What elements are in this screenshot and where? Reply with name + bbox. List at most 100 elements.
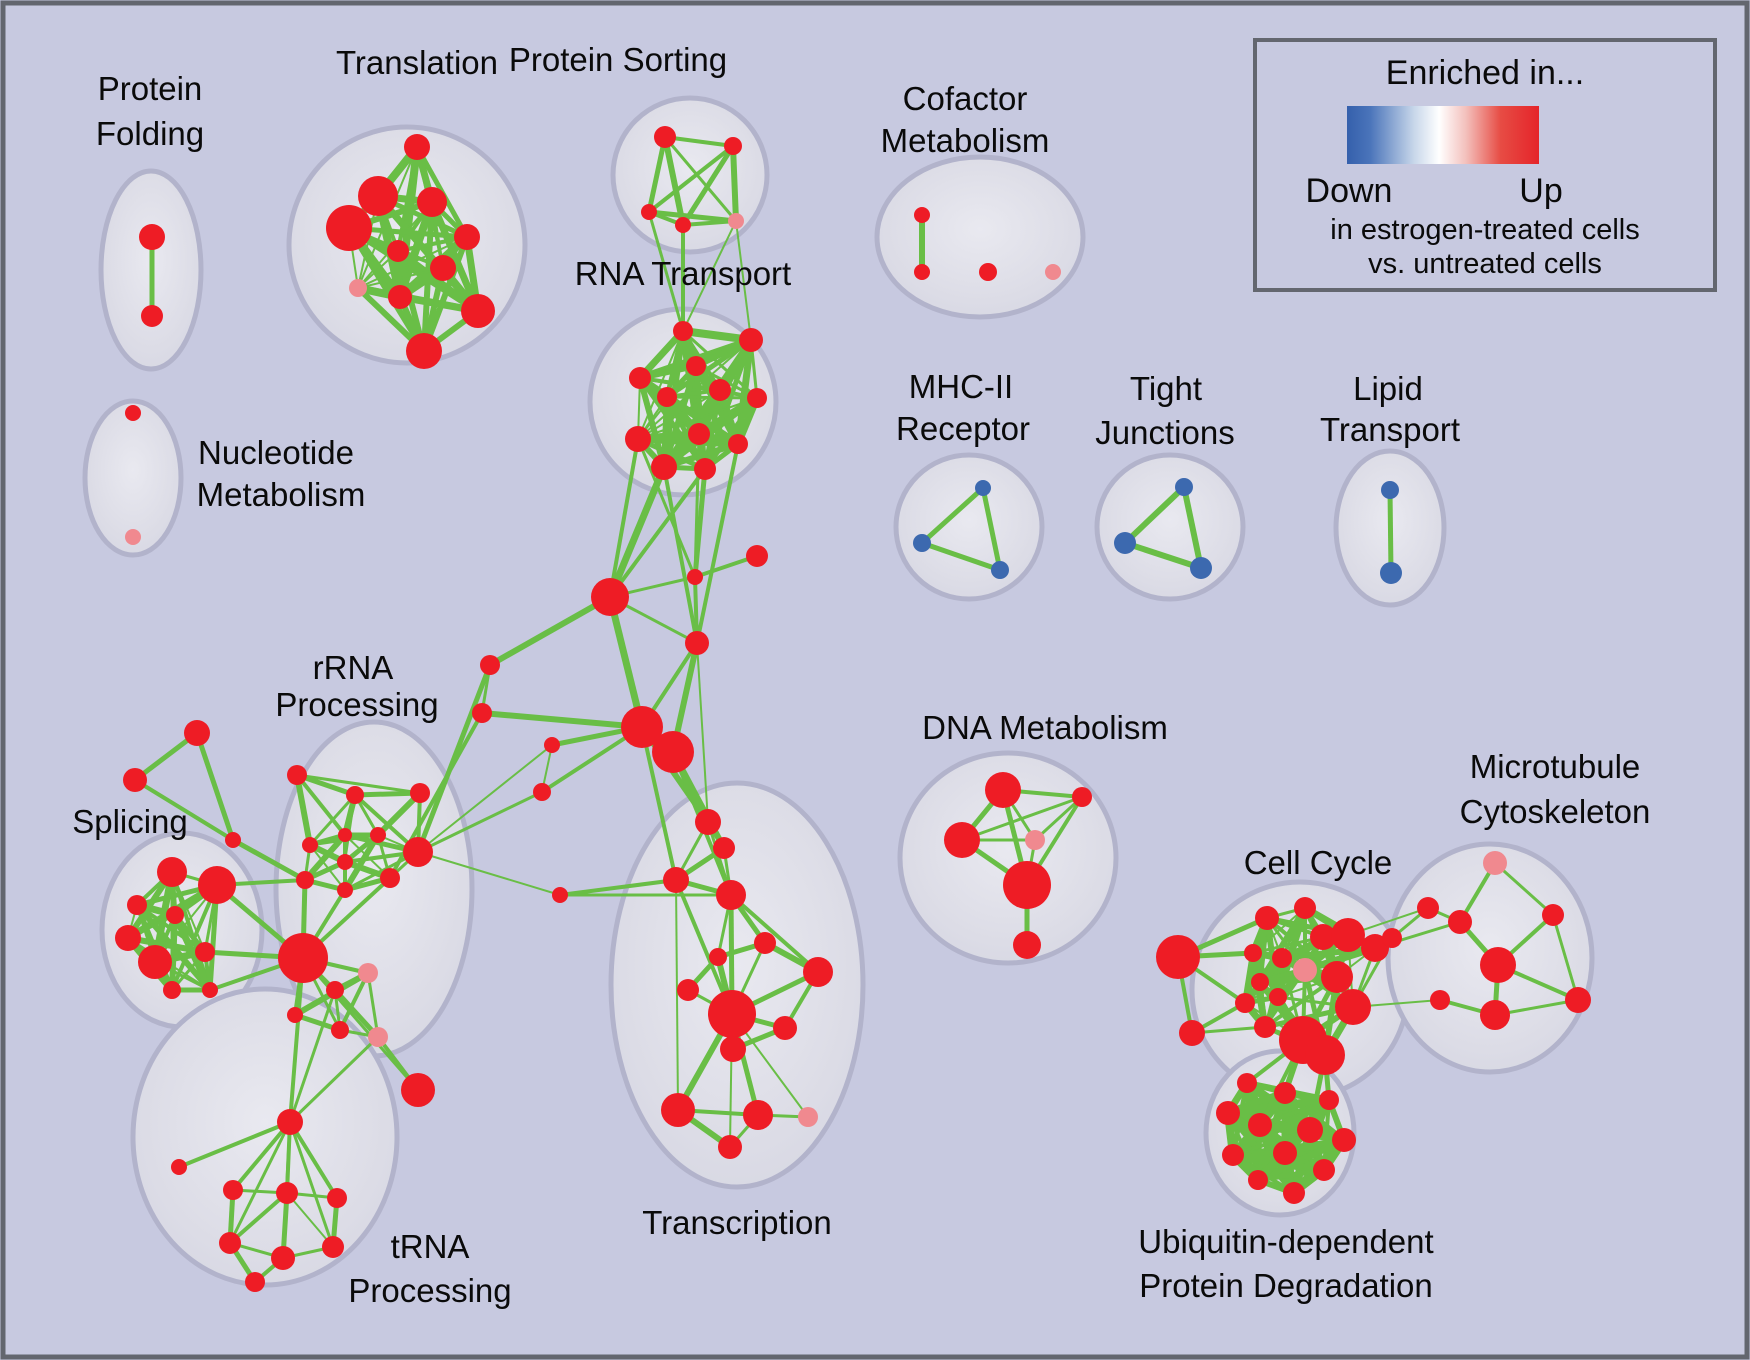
gene-set-node-trn-2 xyxy=(276,1182,298,1204)
gene-set-node-ub-10 xyxy=(1313,1159,1335,1181)
cluster-label-tj-0: Tight xyxy=(1130,370,1202,407)
gene-set-node-cm-1 xyxy=(914,264,930,280)
cluster-label-mt-1: Cytoskeleton xyxy=(1460,793,1651,830)
gene-set-node-tr-2 xyxy=(417,187,447,217)
gene-set-node-mt-4 xyxy=(1480,947,1516,983)
gene-set-node-tr-4 xyxy=(454,224,480,250)
edge-rr xyxy=(338,972,370,1031)
edge-tj xyxy=(1181,486,1204,569)
gene-set-node-free-3 xyxy=(685,631,709,655)
edge-rt xyxy=(637,397,758,440)
edge-rr xyxy=(294,774,313,846)
edge-rr xyxy=(308,793,357,847)
gene-set-node-free-6 xyxy=(544,737,560,753)
edge-ub xyxy=(1227,1095,1330,1118)
connector-edge xyxy=(640,726,678,881)
gene-set-node-sp-0 xyxy=(157,857,187,887)
connector-edge xyxy=(636,438,697,578)
cluster-ps xyxy=(610,95,770,255)
edge-mt xyxy=(1493,861,1555,917)
gene-set-node-cm-3 xyxy=(1045,264,1061,280)
gene-set-node-tx-9 xyxy=(773,1016,797,1040)
cluster-label-lt-1: Transport xyxy=(1320,411,1460,448)
gene-set-node-rt-4 xyxy=(657,387,677,407)
gene-set-node-tx-5 xyxy=(709,948,727,966)
cluster-label-mhc-1: Receptor xyxy=(896,410,1030,447)
gene-set-node-tj-1 xyxy=(1114,532,1136,554)
gene-set-node-rt-6 xyxy=(747,388,767,408)
gene-set-node-rr-8 xyxy=(337,882,353,898)
edge-ps xyxy=(646,136,668,213)
connector-edge xyxy=(288,1035,380,1124)
cluster-trn xyxy=(130,986,400,1288)
edge-tr xyxy=(428,200,482,313)
gene-set-node-cm-2 xyxy=(979,263,997,281)
gene-set-node-trn-0 xyxy=(277,1109,303,1135)
connector-edge xyxy=(693,433,701,578)
edge-rt xyxy=(665,337,753,400)
cluster-label-cm-1: Metabolism xyxy=(881,122,1050,159)
gene-set-node-rt-11 xyxy=(694,458,716,480)
gene-set-node-ub-5 xyxy=(1297,1117,1323,1143)
gene-set-node-rr-1 xyxy=(346,786,364,804)
cluster-label-pf-1: Folding xyxy=(96,115,204,152)
gene-set-node-rt-8 xyxy=(688,423,710,445)
gene-set-node-mhc-0 xyxy=(975,480,991,496)
legend: Enriched in... Down Up in estrogen-treat… xyxy=(1253,38,1717,292)
cluster-tj xyxy=(1094,452,1246,602)
gene-set-node-trn-6 xyxy=(322,1236,344,1258)
gene-set-node-rr-12 xyxy=(358,963,378,983)
gene-set-node-ub-9 xyxy=(1248,1170,1268,1190)
gene-set-node-cc-5 xyxy=(1244,944,1262,962)
edge-trn xyxy=(288,1120,339,1200)
gene-set-node-rt-10 xyxy=(651,454,677,480)
connector-edge xyxy=(608,438,640,598)
connector-edge xyxy=(696,642,709,823)
edge-cc xyxy=(1252,907,1306,954)
legend-caption-line1: in estrogen-treated cells xyxy=(1330,214,1640,246)
edge-tj xyxy=(1122,484,1187,546)
gene-set-node-mt-3 xyxy=(1542,904,1564,926)
connector-edge xyxy=(231,837,307,883)
gene-set-node-ub-7 xyxy=(1222,1144,1244,1166)
gene-set-node-ub-8 xyxy=(1273,1141,1297,1165)
gene-set-node-tx-10 xyxy=(720,1036,746,1062)
edge-rr xyxy=(302,833,348,882)
gene-set-node-rt-9 xyxy=(728,434,748,454)
gene-set-node-free-10 xyxy=(401,1073,435,1107)
gene-set-node-free-1 xyxy=(746,545,768,567)
cluster-label-sp-0: Splicing xyxy=(72,803,188,840)
gene-set-node-tx-6 xyxy=(677,979,699,1001)
gene-set-node-rt-2 xyxy=(629,367,651,389)
gene-set-node-pf-0 xyxy=(139,224,165,250)
cluster-label-trn-1: Processing xyxy=(348,1272,511,1309)
gene-set-node-dm-4 xyxy=(1003,861,1051,909)
gene-set-node-rr-9 xyxy=(380,868,400,888)
gene-set-node-cc-4 xyxy=(1361,934,1389,962)
gene-set-node-rr-4 xyxy=(338,828,352,842)
edge-tx xyxy=(729,893,820,974)
cluster-label-tr-0: Translation xyxy=(336,44,498,81)
gene-set-node-tx-7 xyxy=(803,957,833,987)
edge-rr xyxy=(333,988,380,1039)
gene-set-node-dm-2 xyxy=(944,822,980,858)
gene-set-node-cc-8 xyxy=(1321,961,1353,993)
gene-set-node-sp-6 xyxy=(195,942,215,962)
gene-set-node-rr-10 xyxy=(403,837,433,867)
edge-mt xyxy=(1551,914,1580,1001)
cluster-label-mhc-0: MHC-II xyxy=(909,368,1013,405)
gene-set-node-nm-0 xyxy=(125,405,141,421)
gene-set-node-rr-13 xyxy=(326,981,344,999)
gene-set-node-pf-1 xyxy=(141,305,163,327)
gene-set-node-dm-0 xyxy=(985,772,1021,808)
gene-set-node-free-2 xyxy=(591,578,629,616)
connector-edge xyxy=(178,1120,291,1169)
edge-trn xyxy=(288,1121,335,1248)
gene-set-node-tx-1 xyxy=(713,837,735,859)
connector-edge xyxy=(559,878,677,897)
gene-set-node-ub-3 xyxy=(1216,1101,1240,1125)
gene-set-node-free-8 xyxy=(480,655,500,675)
edge-ps xyxy=(647,144,735,214)
edge-dm xyxy=(1033,795,1084,842)
gene-set-node-ub-11 xyxy=(1283,1182,1305,1204)
